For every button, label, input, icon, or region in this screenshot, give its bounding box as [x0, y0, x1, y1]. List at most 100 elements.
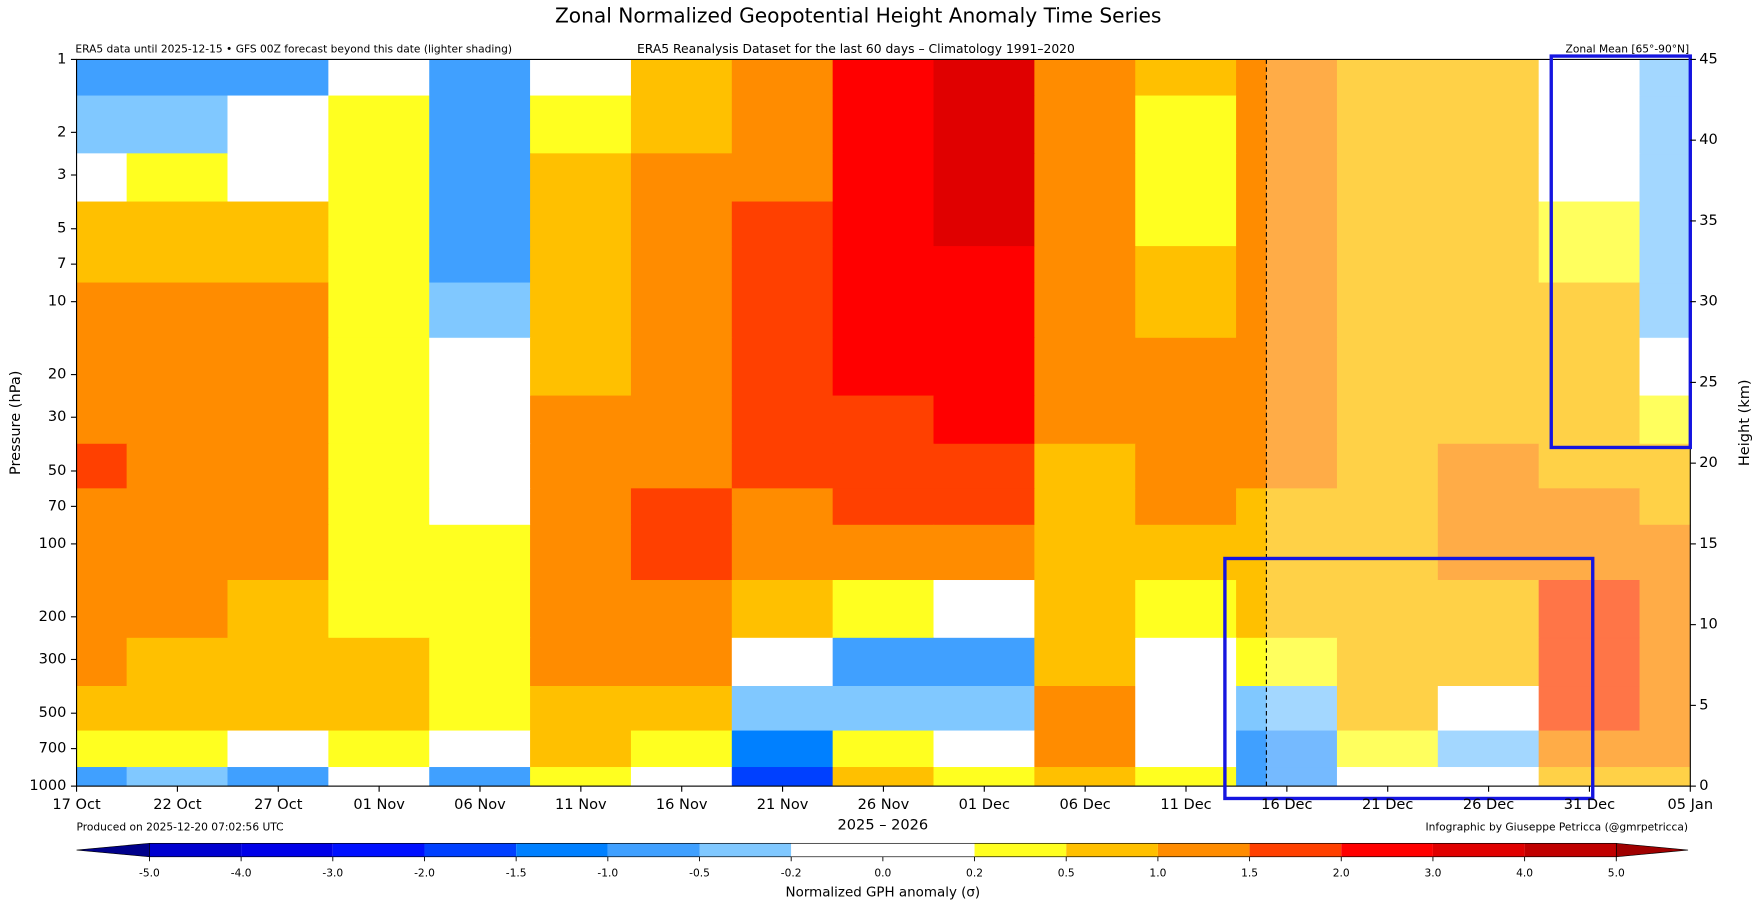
anomaly-cell [126, 95, 229, 155]
anomaly-cell [832, 153, 935, 203]
x-tick-label: 21 Nov [757, 796, 809, 813]
anomaly-cell [1437, 395, 1540, 445]
anomaly-cell [328, 59, 430, 97]
anomaly-cell [1538, 59, 1641, 97]
anomaly-cell [328, 580, 430, 639]
anomaly-cell [76, 730, 128, 768]
x-tick-label: 11 Nov [555, 796, 607, 813]
anomaly-cell [630, 524, 733, 581]
anomaly-cell [1135, 686, 1237, 732]
colorbar-bin [607, 843, 700, 857]
x-tick-label: 06 Dec [1059, 796, 1110, 813]
anomaly-cell [429, 443, 531, 490]
anomaly-cell [227, 246, 330, 284]
anomaly-cell [429, 246, 531, 284]
anomaly-cell [1437, 443, 1540, 490]
anomaly-cell [76, 282, 128, 339]
x-tick-label: 26 Dec [1463, 796, 1514, 813]
anomaly-cell [126, 730, 229, 768]
anomaly-cell [731, 580, 834, 639]
anomaly-cell [227, 637, 330, 687]
anomaly-cell [1034, 201, 1136, 247]
anomaly-cell [1034, 488, 1136, 526]
anomaly-cell [328, 443, 430, 490]
anomaly-cell [1034, 95, 1136, 155]
anomaly-cell [1437, 282, 1540, 339]
anomaly-cell [1135, 153, 1237, 203]
footer: Produced on 2025-12-20 07:02:56 UTC [77, 821, 284, 834]
anomaly-cell [630, 337, 733, 397]
colorbar-bin [332, 843, 425, 857]
anomaly-cell [126, 201, 229, 247]
anomaly-cell [933, 767, 1036, 787]
anomaly-cell [731, 686, 834, 732]
anomaly-cell [530, 686, 632, 732]
anomaly-cell [328, 282, 430, 339]
y2-tick-label: 35 [1699, 212, 1718, 229]
colorbar-bin [1249, 843, 1342, 857]
anomaly-cell [530, 59, 632, 97]
anomaly-cell [832, 201, 935, 247]
x-tick-label: 16 Dec [1261, 796, 1312, 813]
anomaly-cell [832, 246, 935, 284]
colorbar-tick-label: -0.5 [689, 867, 710, 880]
anomaly-cell [731, 59, 834, 97]
anomaly-cell [1236, 686, 1338, 732]
y-tick-label: 50 [48, 462, 67, 479]
anomaly-cell [328, 524, 430, 581]
y-tick-label: 5 [57, 220, 66, 237]
anomaly-cell [1135, 767, 1237, 787]
anomaly-cell [1034, 524, 1136, 581]
anomaly-cell [933, 637, 1036, 687]
y-tick-label: 20 [48, 366, 67, 383]
anomaly-cell [429, 686, 531, 732]
colorbar-tick-label: 2.0 [1333, 867, 1350, 880]
anomaly-cell [1538, 686, 1641, 732]
y2-tick-label: 0 [1699, 777, 1708, 794]
colorbar-tick-label: -4.0 [231, 867, 252, 880]
anomaly-cell [933, 686, 1036, 732]
anomaly-cell [227, 524, 330, 581]
chart-title: Zonal Normalized Geopotential Height Ano… [555, 3, 1161, 27]
forecast-shading [1266, 59, 1691, 787]
anomaly-cell [1034, 395, 1136, 445]
anomaly-cell [1336, 686, 1439, 732]
anomaly-cell [328, 337, 430, 397]
anomaly-cell [731, 395, 834, 445]
anomaly-cell [76, 443, 128, 490]
anomaly-cell [76, 59, 128, 97]
anomaly-cell [1437, 201, 1540, 247]
anomaly-cell [530, 524, 632, 581]
anomaly-cell [530, 395, 632, 445]
anomaly-cell [227, 337, 330, 397]
anomaly-cell [630, 201, 733, 247]
anomaly-cell [227, 282, 330, 339]
field [76, 59, 1691, 787]
anomaly-cell [1336, 443, 1439, 490]
anomaly-cell [1639, 282, 1691, 339]
colorbar-tick-label: -3.0 [322, 867, 343, 880]
anomaly-cell [227, 488, 330, 526]
anomaly-cell [832, 767, 935, 787]
y2-tick-label: 5 [1699, 696, 1708, 713]
y2-tick-label: 20 [1699, 454, 1718, 471]
anomaly-cell [1236, 246, 1338, 284]
anomaly-cell [1639, 201, 1691, 247]
colorbar-tick-label: 0.5 [1058, 867, 1075, 880]
anomaly-cell [1639, 580, 1691, 639]
anomaly-cell [832, 580, 935, 639]
anomaly-cell [630, 443, 733, 490]
anomaly-cell [832, 59, 935, 97]
anomaly-cell [530, 443, 632, 490]
colorbar-bin [241, 843, 333, 857]
anomaly-cell [530, 488, 632, 526]
anomaly-cell [429, 282, 531, 339]
anomaly-cell [1336, 524, 1439, 581]
anomaly-cell [1336, 153, 1439, 203]
anomaly-cell [429, 730, 531, 768]
anomaly-cell [126, 488, 229, 526]
y2-tick-label: 25 [1699, 373, 1718, 390]
note: ERA5 data until 2025-12-15 • GFS 00Z for… [75, 42, 512, 55]
anomaly-cell [1135, 95, 1237, 155]
anomaly-cell [429, 580, 531, 639]
